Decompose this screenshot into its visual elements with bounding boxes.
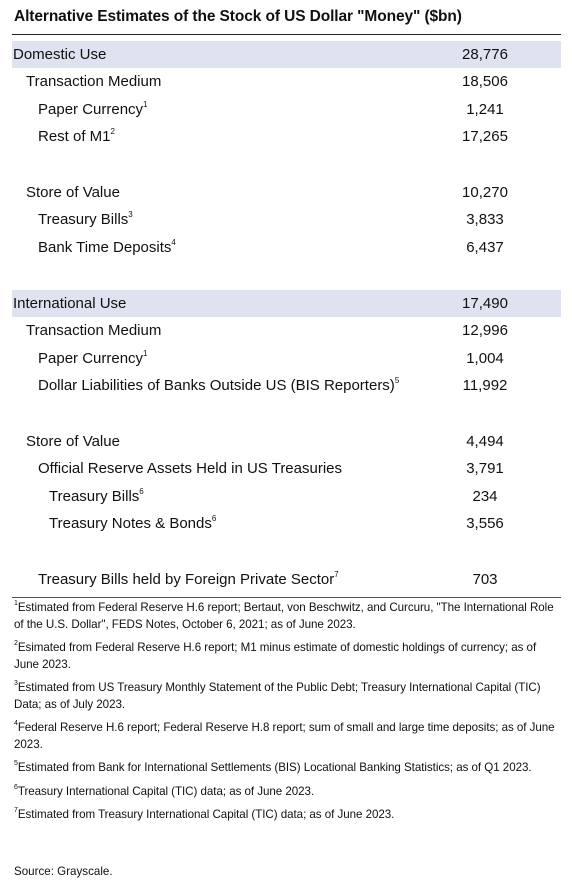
footnote-6: 6Treasury International Capital (TIC) da…: [14, 783, 315, 798]
row-value: 1,241: [466, 101, 504, 118]
row-international-use: International Use 17,490: [12, 290, 561, 317]
source-note: Source: Grayscale.: [14, 865, 113, 878]
row-label: Paper Currency1: [38, 349, 148, 368]
row-official-reserve-assets: Official Reserve Assets Held in US Treas…: [12, 455, 561, 482]
row-value: 3,791: [466, 460, 504, 477]
row-international-paper-currency: Paper Currency1 1,004: [12, 345, 561, 372]
row-value: 703: [472, 571, 498, 588]
footnote-2: 2Esimated from Federal Reserve H.6 repor…: [14, 640, 537, 671]
footnote-3: 3Estimated from US Treasury Monthly Stat…: [14, 680, 541, 711]
row-value: 10,270: [462, 184, 508, 201]
row-official-treasury-bills: Treasury Bills6 234: [12, 483, 561, 510]
row-value: 17,265: [462, 128, 508, 145]
row-label: Transaction Medium: [26, 73, 162, 90]
row-value: 1,004: [466, 350, 504, 367]
row-label: Transaction Medium: [26, 322, 162, 339]
row-foreign-private-treasury-bills: Treasury Bills held by Foreign Private S…: [12, 566, 561, 593]
row-domestic-store-of-value: Store of Value 10,270: [12, 179, 561, 206]
row-value: 28,776: [462, 46, 508, 63]
row-domestic-treasury-bills: Treasury Bills3 3,833: [12, 206, 561, 233]
row-domestic-transaction-medium: Transaction Medium 18,506: [12, 68, 561, 95]
row-international-store-of-value: Store of Value 4,494: [12, 428, 561, 455]
row-label: Store of Value: [26, 184, 120, 201]
row-value: 11,992: [462, 377, 508, 394]
footnote-7: 7Estimated from Treasury International C…: [14, 807, 395, 821]
row-value: 3,556: [466, 515, 504, 532]
row-label: Treasury Bills held by Foreign Private S…: [38, 570, 339, 589]
row-value: 234: [472, 488, 498, 505]
row-value: 12,996: [462, 322, 508, 339]
footnote-ref: 6: [211, 514, 217, 523]
footnote-ref: 2: [110, 127, 115, 136]
row-domestic-paper-currency: Paper Currency1 1,241: [12, 96, 561, 123]
footnote-1: 1Estimated from Federal Reserve H.6 repo…: [14, 600, 554, 631]
table-title: Alternative Estimates of the Stock of US…: [14, 8, 462, 25]
row-label: Treasury Bills6: [49, 487, 144, 506]
row-domestic-use: Domestic Use 28,776: [12, 41, 561, 68]
row-official-treasury-notes-bonds: Treasury Notes & Bonds6 3,556: [12, 510, 561, 537]
footnote-ref: 4: [171, 238, 176, 247]
row-label: Paper Currency1: [38, 100, 148, 119]
row-value: 17,490: [462, 295, 508, 312]
bottom-rule: [12, 597, 561, 598]
row-label: International Use: [13, 295, 127, 312]
row-value: 3,833: [466, 211, 504, 228]
row-rest-of-m1: Rest of M12 17,265: [12, 123, 561, 150]
footnotes: 1Estimated from Federal Reserve H.6 repo…: [14, 600, 562, 831]
row-label: Bank Time Deposits4: [38, 238, 176, 257]
row-label: Domestic Use: [13, 46, 107, 63]
row-value: 4,494: [466, 433, 504, 450]
footnote-ref: 6: [139, 487, 144, 496]
row-label: Official Reserve Assets Held in US Treas…: [38, 460, 343, 477]
row-label: Treasury Notes & Bonds6: [49, 514, 217, 533]
footnote-ref: 7: [334, 570, 339, 579]
row-bank-time-deposits: Bank Time Deposits4 6,437: [12, 234, 561, 261]
row-label: Store of Value: [26, 433, 120, 450]
top-rule: [12, 34, 561, 35]
footnote-5: 5Estimated from Bank for International S…: [14, 760, 532, 774]
row-label: Rest of M12: [38, 127, 115, 146]
row-label: Dollar Liabilities of Banks Outside US (…: [38, 376, 400, 395]
footnote-ref: 1: [143, 100, 148, 109]
row-international-transaction-medium: Transaction Medium 12,996: [12, 317, 561, 344]
footnote-ref: 3: [128, 210, 133, 219]
footnote-ref: 1: [143, 349, 148, 358]
footnote-4: 4Federal Reserve H.6 report; Federal Res…: [14, 720, 555, 751]
footnote-ref: 5: [394, 376, 400, 385]
row-label: Treasury Bills3: [38, 210, 133, 229]
row-value: 18,506: [462, 73, 508, 90]
row-value: 6,437: [466, 239, 504, 256]
row-dollar-liabilities: Dollar Liabilities of Banks Outside US (…: [12, 372, 561, 399]
